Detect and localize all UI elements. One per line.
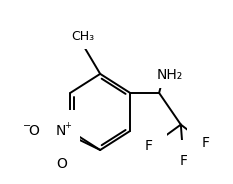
Text: CH₃: CH₃ [71, 30, 95, 43]
Text: F: F [201, 136, 209, 150]
Text: F: F [180, 154, 188, 168]
Text: F: F [145, 139, 153, 153]
Text: N: N [56, 124, 66, 138]
Text: +: + [64, 121, 71, 130]
Text: O: O [56, 158, 67, 171]
Text: O: O [29, 124, 39, 138]
Text: NH₂: NH₂ [157, 68, 183, 82]
Text: −: − [23, 121, 31, 131]
